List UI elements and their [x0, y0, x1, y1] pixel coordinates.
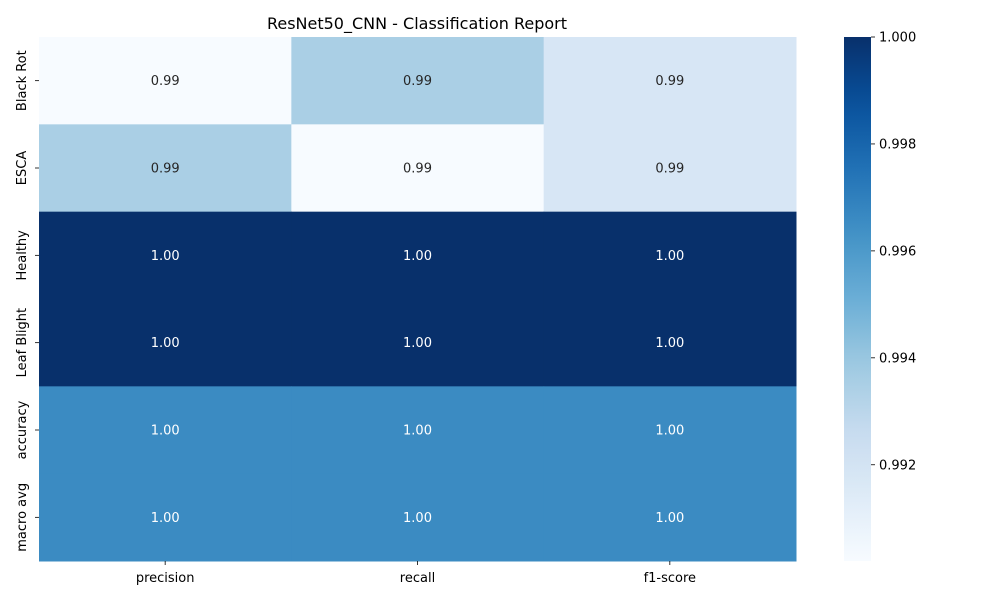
cell-value-label: 1.00	[655, 511, 684, 526]
y-tick-label: Black Rot	[15, 50, 30, 111]
colorbar-tick-label: 0.998	[879, 137, 916, 152]
colorbar-gradient	[844, 37, 871, 561]
y-tick-label: macro avg	[15, 483, 30, 552]
heatmap-cell	[543, 386, 797, 475]
cell-value-label: 0.99	[655, 162, 684, 177]
colorbar-tick-label: 0.994	[879, 351, 916, 366]
cell-value-label: 1.00	[151, 511, 180, 526]
heatmap-cell	[39, 124, 292, 213]
heatmap-cell	[543, 211, 797, 300]
heatmap-cell	[291, 299, 545, 387]
cell-value-label: 1.00	[151, 336, 180, 351]
y-axis: Black Rot ESCA Healthy Leaf Blight accuracy m…	[15, 50, 39, 552]
cell-value-label: 1.00	[403, 336, 432, 351]
heatmap-cell	[543, 37, 797, 125]
heatmap-cell	[291, 124, 545, 213]
y-tick-label: accuracy	[15, 400, 30, 459]
cell-value-label: 1.00	[403, 511, 432, 526]
colorbar: 0.992 0.994 0.996 0.998 1.000	[844, 31, 916, 561]
heatmap-cell	[39, 473, 292, 562]
cell-value-label: 0.99	[403, 162, 432, 177]
colorbar-tick-label: 1.000	[879, 31, 916, 46]
heatmap-cell	[291, 473, 545, 562]
colorbar-tick-label: 0.992	[879, 458, 916, 473]
cell-value-label: 1.00	[655, 424, 684, 439]
colorbar-tick-label: 0.996	[879, 244, 916, 259]
x-tick-label: precision	[136, 571, 195, 586]
x-axis: precision recall f1-score	[136, 561, 696, 586]
heatmap-cell	[291, 37, 545, 125]
cell-value-label: 1.00	[655, 249, 684, 264]
heatmap-cell	[543, 299, 797, 387]
heatmap-cell	[543, 124, 797, 213]
cell-value-label: 1.00	[403, 249, 432, 264]
cell-value-label: 1.00	[403, 424, 432, 439]
heatmap-cell	[39, 386, 292, 475]
cell-value-label: 1.00	[151, 424, 180, 439]
y-tick-label: Healthy	[15, 230, 30, 281]
cell-value-label: 1.00	[151, 249, 180, 264]
heatmap-grid: 0.99 0.99 0.99 0.99 0.99 0.99 1.00 1.00 1.00 1.00…	[39, 37, 797, 562]
y-tick-label: ESCA	[15, 151, 30, 186]
y-tick-label: Leaf Blight	[15, 308, 30, 377]
heatmap-cell	[291, 386, 545, 475]
cell-value-label: 0.99	[403, 74, 432, 89]
x-tick-label: f1-score	[644, 571, 696, 586]
cell-value-label: 0.99	[151, 74, 180, 89]
heatmap-cell	[39, 211, 292, 300]
cell-value-label: 1.00	[655, 336, 684, 351]
x-tick-label: recall	[400, 571, 435, 586]
cell-value-label: 0.99	[151, 162, 180, 177]
heatmap-cell	[39, 37, 292, 125]
heatmap-cell	[543, 473, 797, 562]
heatmap-cell	[291, 211, 545, 300]
heatmap-cell	[39, 299, 292, 387]
chart-title: ResNet50_CNN - Classification Report	[267, 14, 567, 34]
cell-value-label: 0.99	[655, 74, 684, 89]
